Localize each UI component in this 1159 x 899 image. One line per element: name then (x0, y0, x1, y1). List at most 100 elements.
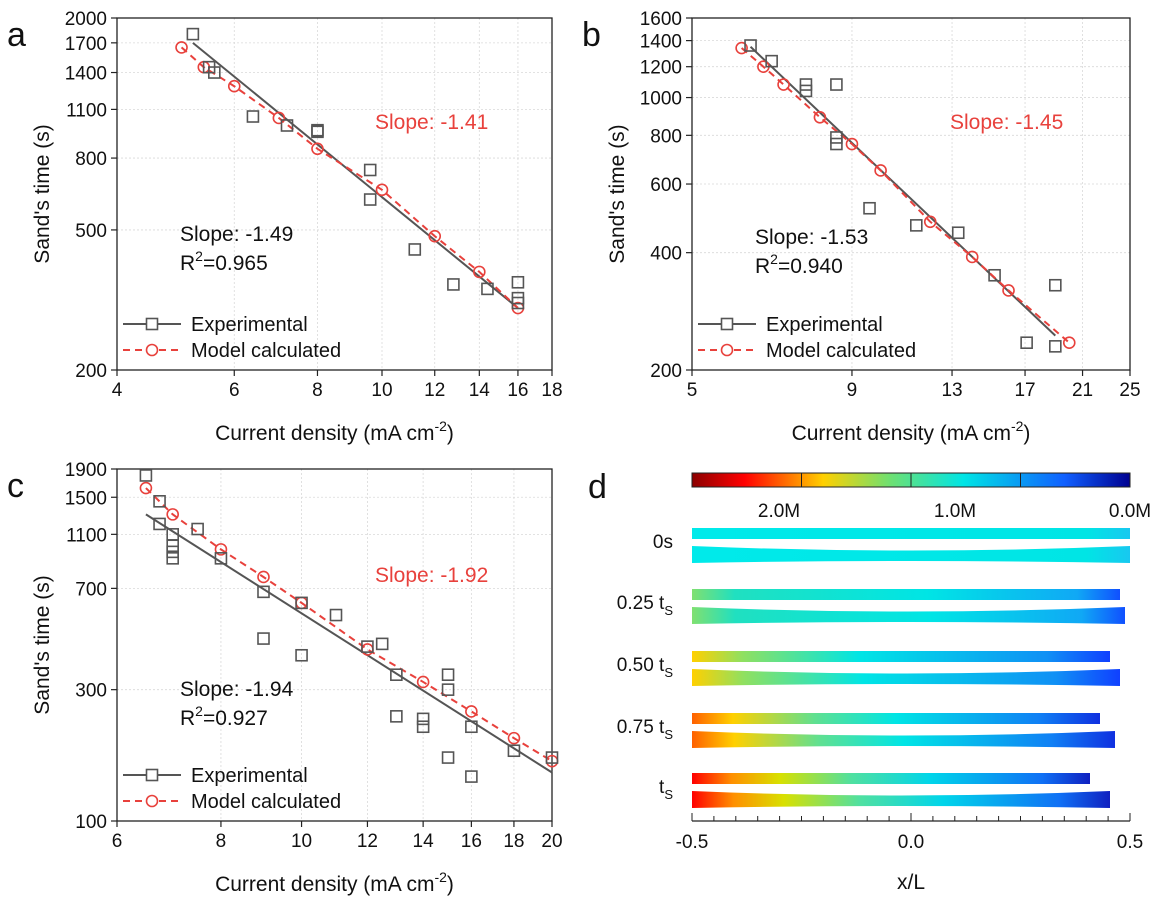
y-tick-label: 700 (75, 579, 107, 600)
experimental-point (139, 469, 153, 482)
model-line (145, 487, 553, 762)
experimental-point (1020, 336, 1033, 350)
experimental-point (329, 608, 343, 622)
y-tick-label: 1000 (640, 89, 682, 110)
concentration-strip-top (692, 713, 1100, 724)
time-row-label-main: t (659, 777, 665, 798)
legend-label-experimental: Experimental (766, 314, 883, 336)
y-tick-label: 1100 (66, 525, 107, 546)
experimental-point (447, 278, 460, 291)
model-point (227, 79, 241, 93)
time-row-label-main: 0s (653, 532, 673, 553)
x-tick-label: 16 (461, 831, 482, 852)
x-axis-label-main: Current density (mA cm (215, 422, 434, 445)
y-tick-label: 400 (650, 244, 682, 265)
experimental-point (280, 119, 294, 132)
r2-symbol: R (180, 252, 195, 275)
concentration-strip-top (692, 528, 1130, 539)
time-row-label: 0.25 tS (617, 593, 674, 618)
model-point (465, 705, 478, 718)
legend-label-model: Model calculated (766, 340, 916, 362)
experimental-point (909, 219, 923, 232)
x-tick-label: 17 (1014, 380, 1035, 401)
colorbar-label: 1.0M (934, 501, 976, 522)
experimental-point (153, 517, 166, 531)
r2-superscript: 2 (195, 703, 203, 719)
y-tick-label: 100 (75, 812, 107, 833)
experimental-point (246, 110, 260, 123)
fit-line (145, 513, 553, 774)
legend-marker-experimental (720, 317, 734, 331)
experimental-point (361, 640, 374, 653)
concentration-strip-bottom (692, 546, 1130, 563)
time-row-label-sub: S (664, 787, 673, 802)
x-axis-label-end: ) (447, 422, 454, 445)
fit-slope-annotation: Slope: -1.94 (180, 678, 294, 701)
x-tick-label: 14 (413, 831, 435, 852)
legend-label-experimental: Experimental (191, 765, 308, 787)
legend-label-model: Model calculated (191, 791, 341, 813)
y-tick-label: 800 (650, 126, 682, 147)
experimental-point (507, 744, 521, 758)
experimental-point (511, 275, 525, 289)
experimental-point (257, 632, 270, 645)
y-tick-label: 1400 (640, 32, 682, 53)
experimental-point (191, 522, 204, 536)
model-line (180, 46, 519, 309)
r2-symbol: R (180, 707, 195, 730)
experimental-point (441, 668, 455, 682)
legend-marker-experimental (145, 768, 159, 782)
concentration-strip-bottom (692, 731, 1115, 748)
panel-letter: c (7, 467, 24, 505)
r2-annotation: R2=0.927 (180, 703, 268, 730)
model-slope-annotation: Slope: -1.41 (375, 111, 488, 134)
model-point (735, 41, 748, 55)
experimental-point (441, 683, 455, 696)
x-tick-label: 21 (1072, 380, 1093, 401)
x-tick-label: 18 (541, 380, 562, 401)
model-point (1062, 336, 1076, 350)
model-point (257, 570, 270, 584)
model-line (740, 47, 1070, 344)
model-point (428, 229, 442, 243)
model-point (272, 111, 286, 125)
experimental-point (744, 39, 757, 52)
experimental-point (416, 720, 430, 734)
concentration-strip-bottom (692, 607, 1125, 624)
x-axis-label-main: Current density (mA cm (792, 422, 1011, 445)
x-tick-label: -0.5 (676, 832, 709, 853)
panel-letter: a (7, 16, 26, 54)
x-tick-label: 4 (112, 380, 123, 401)
x-tick-label: 0.0 (898, 832, 924, 853)
x-tick-label: 25 (1119, 380, 1140, 401)
experimental-point (799, 84, 813, 98)
model-point (874, 164, 887, 177)
y-tick-label: 1100 (66, 100, 107, 121)
r2-superscript: 2 (195, 248, 203, 264)
r2-symbol: R (755, 255, 770, 278)
y-tick-label: 600 (650, 175, 682, 196)
experimental-point (830, 137, 843, 151)
x-tick-label: 8 (312, 380, 323, 401)
experimental-point (481, 282, 494, 296)
x-tick-label: 20 (541, 831, 562, 852)
experimental-point (311, 125, 324, 139)
time-row-label-sub: S (664, 603, 673, 618)
time-row-label: 0.75 tS (617, 717, 674, 742)
y-tick-label: 2000 (65, 9, 107, 30)
experimental-point (1049, 340, 1062, 353)
x-axis-label-sup: -2 (434, 869, 447, 885)
experimental-point (363, 163, 377, 177)
y-tick-label: 1400 (65, 64, 107, 85)
x-tick-label: 18 (503, 831, 524, 852)
colorbar-label: 2.0M (758, 501, 800, 522)
experimental-point (416, 712, 430, 726)
x-tick-label: 9 (847, 380, 858, 401)
experimental-point (545, 751, 559, 764)
experimental-point (830, 131, 843, 144)
experimental-point (765, 54, 778, 68)
fit-slope-annotation: Slope: -1.49 (180, 223, 293, 246)
legend-label-model: Model calculated (191, 340, 341, 362)
model-point (965, 250, 979, 264)
